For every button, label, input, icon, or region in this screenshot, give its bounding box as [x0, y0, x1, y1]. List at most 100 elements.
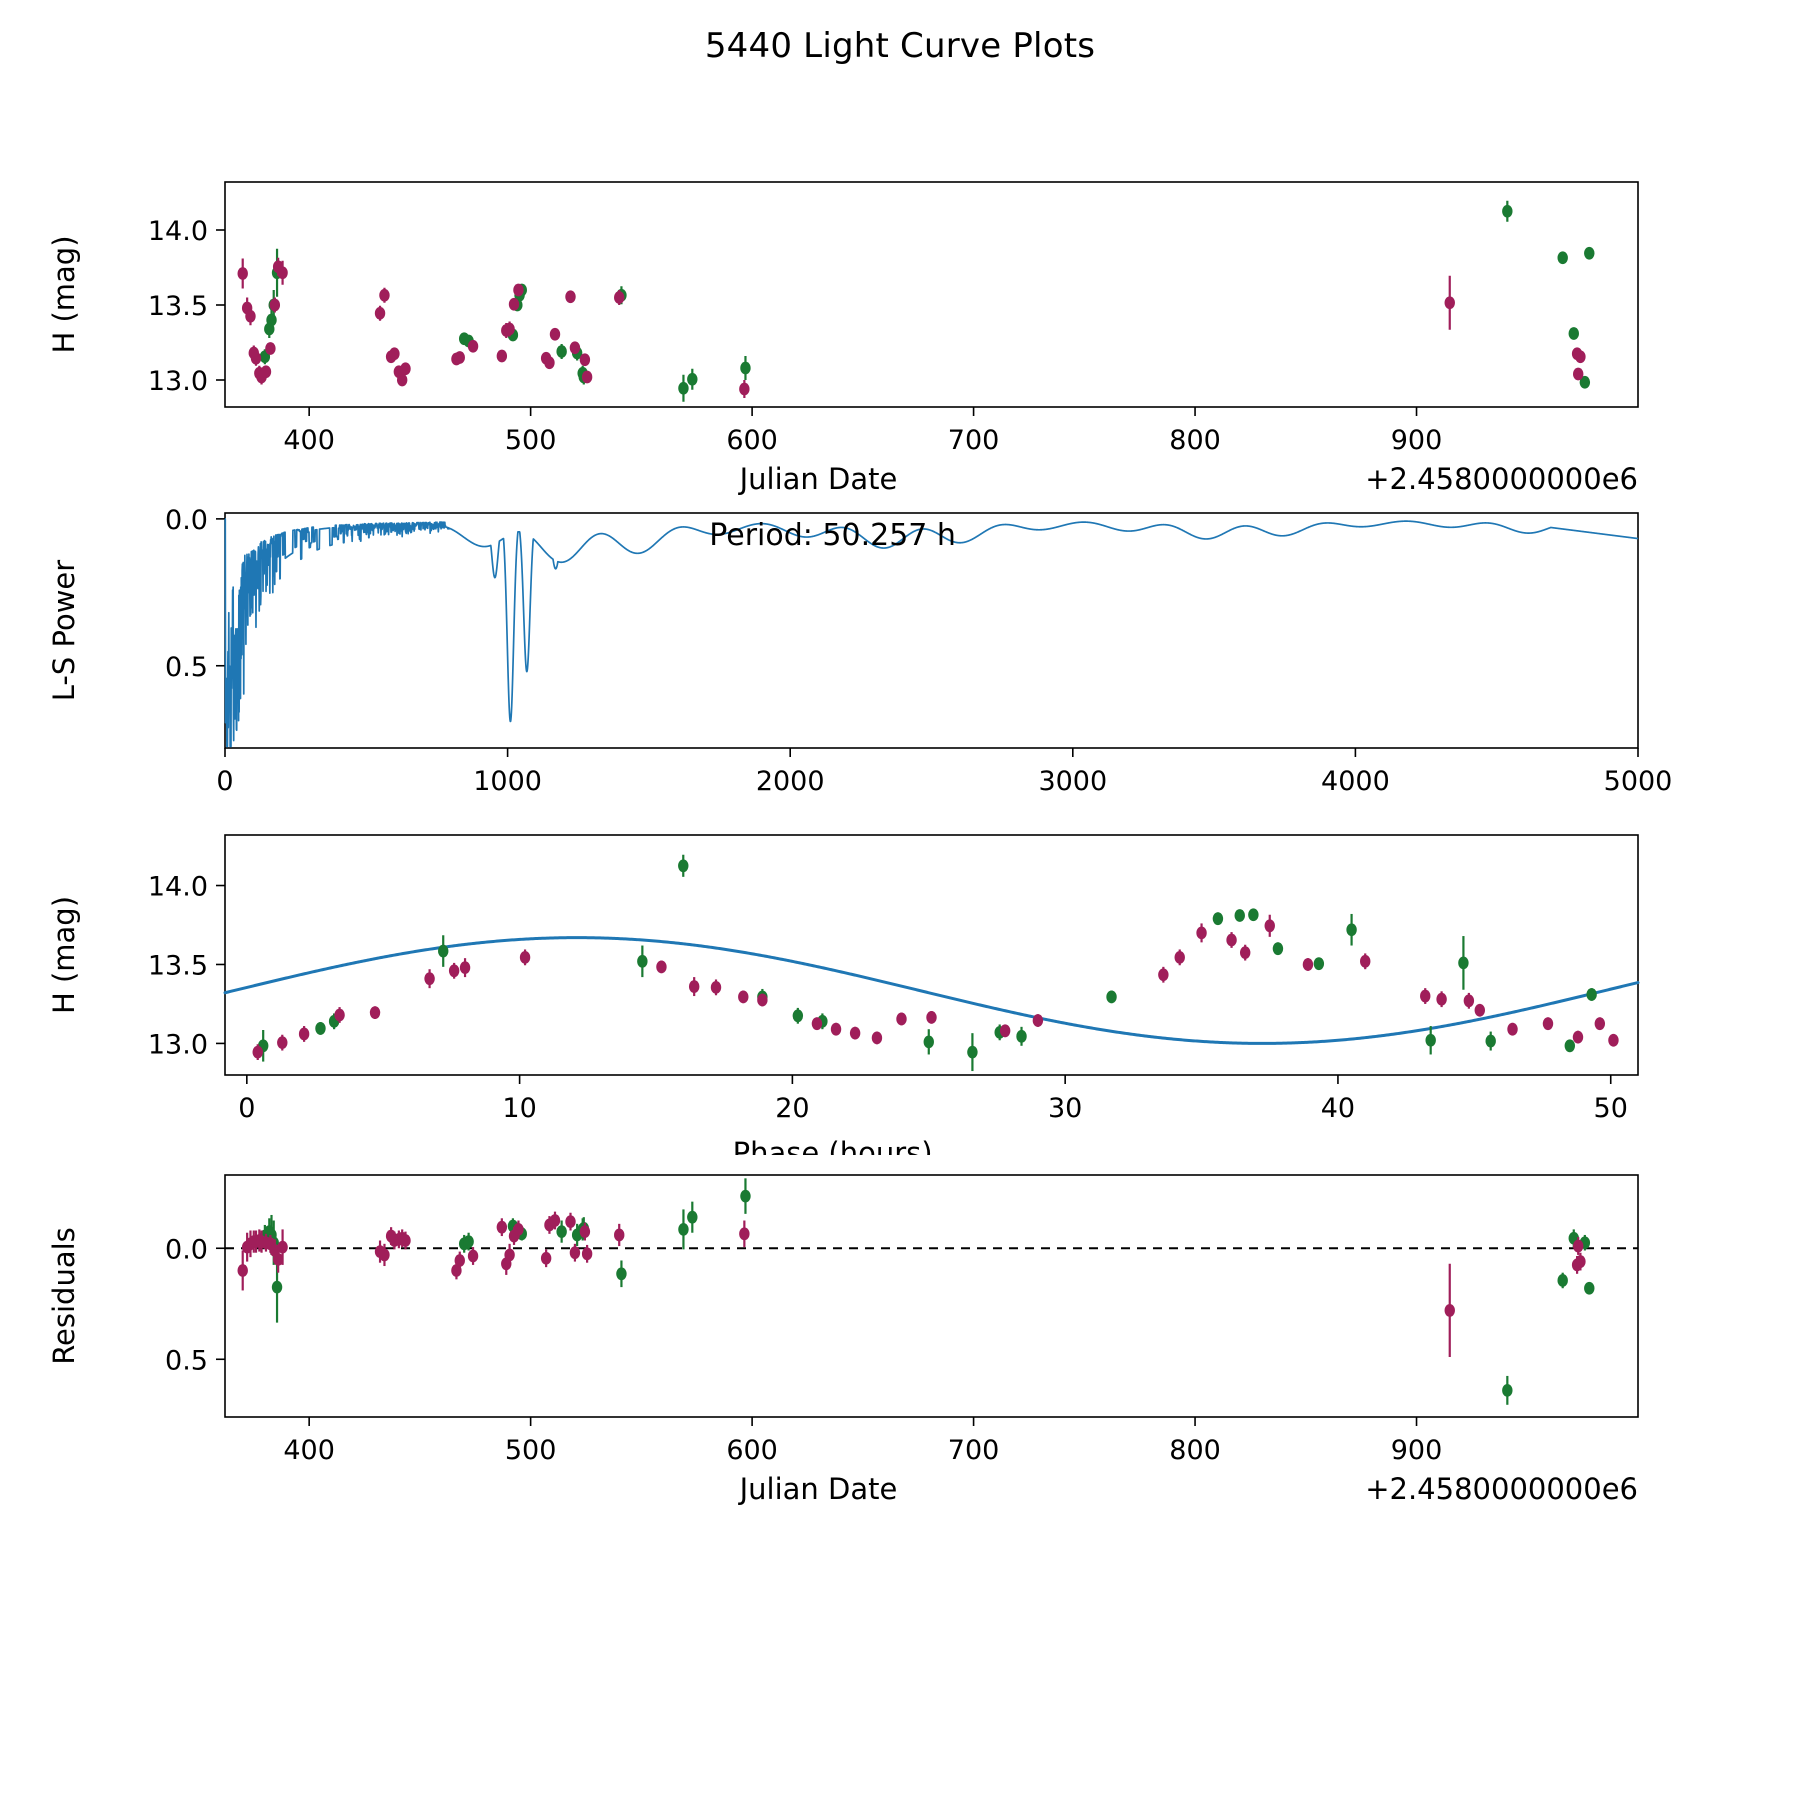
data-point: [1573, 367, 1584, 381]
data-point: [448, 964, 460, 978]
data-point: [1106, 990, 1117, 1004]
y-axis-label-ls-power: L-S Power: [47, 560, 81, 701]
data-point: [272, 1252, 284, 1266]
x-tick-label: 50: [1594, 1093, 1628, 1124]
data-point: [740, 1189, 751, 1203]
data-point: [1420, 989, 1431, 1003]
data-point: [1016, 1029, 1027, 1043]
data-point: [315, 1022, 326, 1035]
x-axis-label-julian-date: Julian Date: [738, 1472, 898, 1506]
y-tick-label: 13.0: [148, 1029, 208, 1060]
y-tick-label: 13.5: [148, 291, 208, 322]
y-axis-label-residuals: Residuals: [47, 1227, 81, 1365]
x-tick-label: 700: [948, 1435, 1000, 1466]
data-point: [926, 1010, 937, 1024]
residuals-plot: 0.0 0.5 400 500 600 700 800 900 Residuals Julian …: [47, 1174, 1639, 1506]
data-point: [334, 1008, 345, 1022]
data-point: [616, 1267, 627, 1281]
data-point: [1594, 1017, 1606, 1031]
y-tick-label: 0.5: [165, 652, 208, 683]
data-point: [565, 290, 576, 304]
y-axis-label-h-mag: H (mag): [47, 896, 81, 1014]
x-axis-label-phase-hours: Phase (hours): [733, 1136, 933, 1155]
data-point: [967, 1045, 978, 1059]
data-point: [1608, 1033, 1619, 1047]
data-point: [1436, 992, 1447, 1006]
data-point: [513, 283, 524, 297]
data-point: [739, 1227, 750, 1241]
data-point: [549, 327, 561, 341]
data-point: [467, 1249, 479, 1263]
data-point: [1234, 909, 1245, 922]
data-point: [678, 859, 689, 873]
data-point: [463, 1235, 474, 1249]
data-point: [792, 1009, 804, 1023]
y-tick-label: 13.0: [148, 366, 208, 397]
data-point: [1360, 954, 1371, 968]
data-point: [508, 297, 520, 311]
data-point: [454, 351, 465, 364]
data-point: [277, 266, 288, 280]
x-tick-label: 1000: [473, 766, 542, 797]
data-point: [569, 341, 581, 355]
data-point: [757, 993, 768, 1007]
data-point: [389, 347, 400, 361]
data-point: [1158, 968, 1169, 982]
data-point: [1346, 923, 1357, 937]
data-point: [1425, 1033, 1436, 1047]
data-point: [467, 339, 479, 353]
data-point: [687, 372, 698, 386]
data-point: [1264, 919, 1275, 933]
x-axis-label-rotational-period: Rotational Period (Hours): [651, 811, 1015, 815]
data-point: [1502, 204, 1513, 218]
data-point: [264, 322, 275, 336]
data-point: [1584, 1281, 1595, 1295]
x-tick-label: 0: [216, 766, 233, 797]
data-point: [1568, 327, 1579, 340]
data-point: [277, 1240, 288, 1254]
figure-title: 5440 Light Curve Plots: [704, 26, 1096, 66]
data-point: [269, 298, 281, 312]
data-point: [252, 1045, 263, 1059]
data-point: [830, 1022, 842, 1036]
data-point: [1485, 1034, 1496, 1048]
data-point: [459, 961, 471, 975]
data-point: [1564, 1039, 1576, 1053]
data-point: [579, 1225, 591, 1239]
y-tick-label: 0.5: [165, 1345, 208, 1376]
data-point: [245, 309, 256, 323]
panel-residuals: 0.0 0.5 400 500 600 700 800 900 Residuals Julian …: [0, 1155, 1800, 1555]
panel-periodogram: 0.0 0.5 0 1000 2000 3000 4000 5000 Period: 50.25…: [0, 495, 1800, 815]
y-tick-label: 0.0: [165, 505, 208, 536]
series-magenta: [252, 914, 1619, 1060]
data-point: [298, 1027, 310, 1041]
data-point: [656, 960, 667, 974]
y-tick-label: 0.0: [165, 1234, 208, 1265]
data-point: [614, 291, 625, 304]
data-point: [637, 954, 648, 968]
data-point: [565, 1215, 576, 1229]
data-point: [400, 362, 411, 376]
x-tick-label: 600: [726, 425, 778, 456]
x-axis-label-julian-date: Julian Date: [738, 462, 898, 495]
data-point: [740, 361, 751, 375]
data-point: [1248, 908, 1259, 922]
data-point: [896, 1012, 907, 1026]
data-point: [544, 356, 555, 370]
data-point: [1458, 956, 1469, 970]
data-point: [1572, 1030, 1584, 1044]
data-point: [1542, 1017, 1554, 1031]
model-sinusoid-curve: [223, 936, 1640, 1045]
series-magenta: [237, 257, 1586, 398]
data-point: [496, 1220, 508, 1234]
x-tick-label: 5000: [1604, 766, 1673, 797]
data-point: [540, 1251, 552, 1265]
data-point: [1212, 912, 1224, 926]
data-point: [549, 1214, 561, 1227]
data-point: [265, 342, 276, 355]
data-point: [396, 373, 408, 387]
y-axis-label-h-mag: H (mag): [47, 235, 81, 353]
data-point: [374, 1245, 386, 1258]
data-point: [496, 349, 508, 363]
data-point: [250, 351, 262, 365]
